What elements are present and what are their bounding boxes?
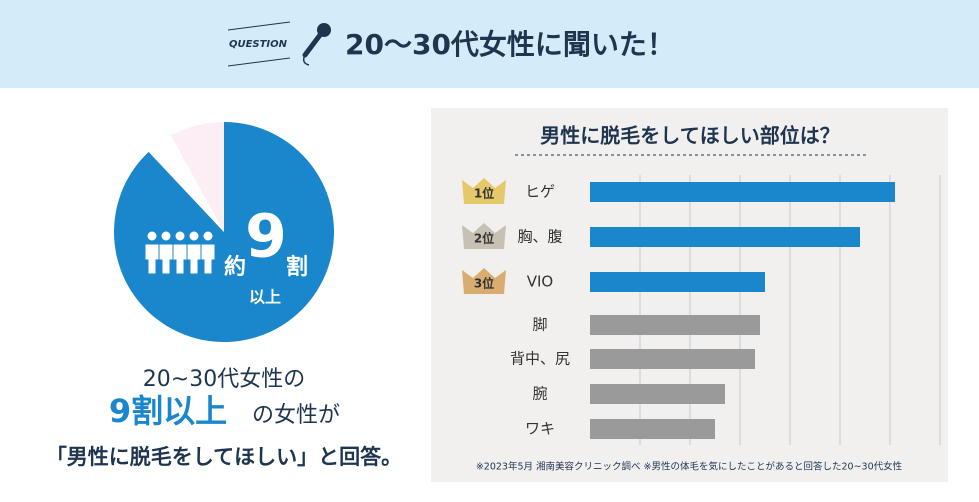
summary-line: の女性が bbox=[252, 403, 340, 428]
rank-label: 3位 bbox=[474, 276, 494, 291]
bar bbox=[590, 349, 755, 369]
summary-line: 20~30代女性の bbox=[143, 367, 305, 392]
category-label: ワキ bbox=[525, 420, 555, 438]
header-bg bbox=[0, 0, 979, 88]
category-label: 背中、尻 bbox=[510, 350, 570, 368]
deco-line bbox=[227, 57, 291, 67]
pie-chart bbox=[113, 122, 335, 342]
category-label: 腕 bbox=[532, 385, 547, 403]
summary-highlight: 9割以上 bbox=[109, 392, 227, 430]
bar bbox=[590, 182, 895, 202]
people-icons bbox=[144, 230, 216, 275]
bar-note: ※2023年5月 湘南美容クリニック調べ ※男性の体毛を気にしたことがあると回答… bbox=[476, 461, 903, 473]
pie-number: 9 bbox=[245, 202, 287, 272]
pie-slice bbox=[171, 122, 224, 232]
rank-badge bbox=[462, 178, 506, 204]
header-title: 20〜30代女性に聞いた！ bbox=[345, 28, 675, 61]
pie-suffix: 割 bbox=[286, 254, 308, 280]
summary-line: 「男性に脱毛をしてほしい」と回答。 bbox=[46, 445, 402, 469]
bar-title: 男性に脱毛をしてほしい部位は？ bbox=[540, 124, 839, 148]
rank-badge bbox=[462, 223, 506, 249]
category-label: VIO bbox=[527, 273, 554, 291]
pie-sub: 以上 bbox=[249, 288, 281, 307]
bar bbox=[590, 384, 725, 404]
bar bbox=[590, 227, 860, 247]
mic-icon bbox=[302, 23, 331, 66]
pie-slice bbox=[148, 135, 224, 232]
bar bbox=[590, 272, 765, 292]
category-label: 胸、腹 bbox=[517, 228, 562, 246]
bar bbox=[590, 419, 715, 439]
rank-label: 1位 bbox=[474, 186, 494, 201]
pie-prefix: 約 bbox=[224, 254, 246, 280]
category-label: ヒゲ bbox=[525, 183, 555, 201]
rank-badge bbox=[462, 268, 506, 294]
rank-label: 2位 bbox=[474, 231, 494, 246]
header-label: QUESTION bbox=[229, 39, 288, 50]
category-label: 脚 bbox=[532, 316, 547, 334]
deco-line bbox=[227, 21, 291, 31]
bar bbox=[590, 315, 760, 335]
